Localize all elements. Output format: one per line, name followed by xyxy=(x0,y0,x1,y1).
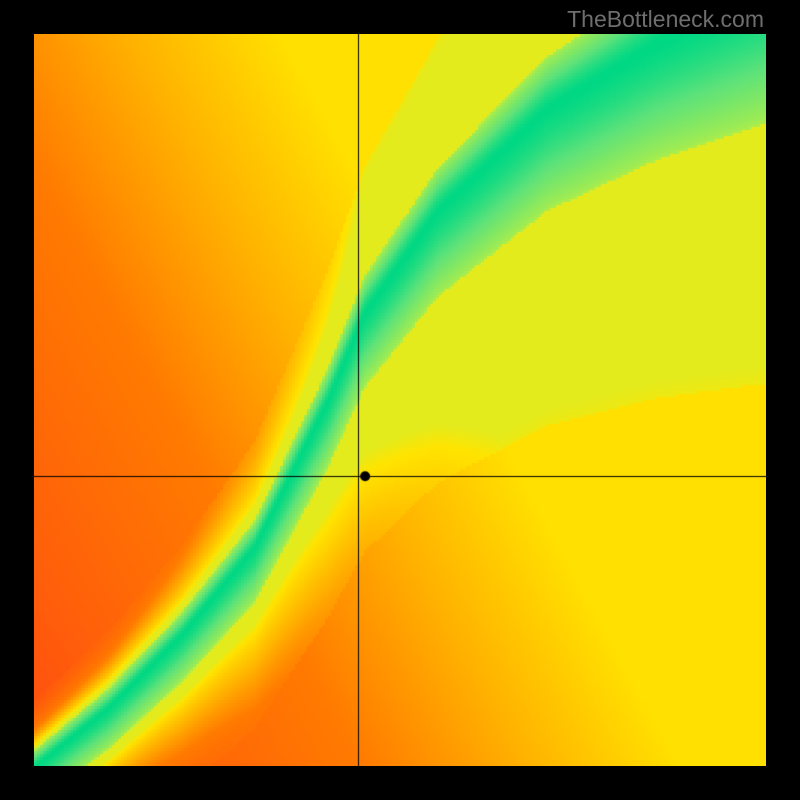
watermark-text: TheBottleneck.com xyxy=(567,6,764,33)
heatmap-canvas xyxy=(34,34,766,766)
chart-container: TheBottleneck.com xyxy=(0,0,800,800)
